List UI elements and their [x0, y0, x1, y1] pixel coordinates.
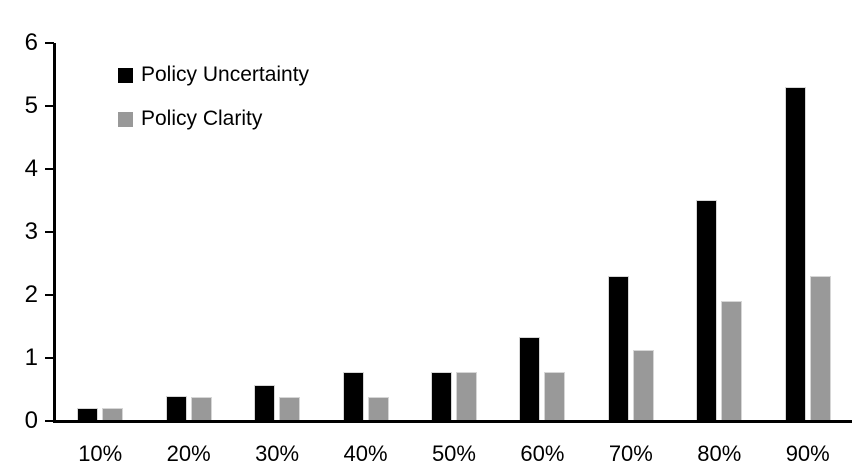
bar-policy-clarity-50%	[455, 372, 477, 421]
bar-policy-clarity-70%	[632, 350, 654, 421]
x-axis-labels: 10% 20% 30% 40% 50% 60% 70% 80% 90%	[56, 441, 852, 467]
y-axis-tick	[45, 42, 54, 44]
bar-policy-uncertainty-40%	[342, 372, 364, 421]
legend: Policy Uncertainty Policy Clarity	[118, 63, 310, 152]
legend-swatch-policy-clarity	[118, 111, 133, 127]
bar-policy-clarity-60%	[544, 372, 566, 421]
y-axis-tick	[45, 168, 54, 170]
x-axis-label-50%: 50%	[431, 441, 476, 466]
bar-policy-uncertainty-70%	[607, 276, 629, 421]
bar-policy-uncertainty-80%	[696, 200, 718, 421]
y-axis-tick	[45, 420, 54, 422]
bar-group-50%	[410, 43, 498, 421]
x-axis-label-20%: 20%	[166, 441, 211, 466]
x-axis-line	[53, 420, 852, 423]
plot-area	[56, 43, 852, 421]
bar-policy-uncertainty-60%	[519, 337, 541, 421]
y-axis-tick-label: 1	[24, 344, 38, 371]
bar-policy-clarity-20%	[190, 397, 212, 421]
bar-policy-uncertainty-10%	[77, 408, 99, 421]
bar-policy-clarity-90%	[809, 276, 831, 421]
y-axis-tick-label: 0	[24, 407, 38, 434]
legend-swatch-policy-uncertainty	[118, 67, 133, 83]
bar-group-80%	[675, 43, 763, 421]
y-axis-tick	[45, 231, 54, 233]
x-axis-label-70%: 70%	[608, 441, 653, 466]
legend-label-policy-clarity: Policy Clarity	[141, 107, 263, 130]
y-axis-tick-label: 5	[24, 92, 38, 119]
legend-item-policy-uncertainty: Policy Uncertainty	[118, 63, 310, 86]
x-axis-label-90%: 90%	[785, 441, 830, 466]
bar-group-40%	[321, 43, 409, 421]
y-axis-tick-label: 2	[24, 281, 38, 308]
legend-item-policy-clarity: Policy Clarity	[118, 107, 309, 130]
y-axis-tick-label: 3	[24, 218, 38, 245]
bar-policy-uncertainty-50%	[430, 372, 452, 421]
y-axis-tick	[45, 357, 54, 359]
bar-policy-clarity-80%	[721, 301, 743, 421]
bar-policy-uncertainty-30%	[254, 385, 276, 421]
x-axis-label-30%: 30%	[255, 441, 300, 466]
bar-policy-uncertainty-90%	[784, 87, 806, 421]
bar-group-10%	[56, 43, 144, 421]
y-axis-tick	[45, 105, 54, 107]
bar-policy-clarity-10%	[102, 408, 124, 421]
bar-policy-clarity-30%	[279, 397, 301, 421]
x-axis-label-40%: 40%	[343, 441, 388, 466]
bar-policy-clarity-40%	[367, 397, 389, 421]
x-axis-label-60%: 60%	[520, 441, 565, 466]
y-axis-tick-label: 4	[24, 155, 38, 182]
y-axis-tick	[45, 294, 54, 296]
bar-group-20%	[144, 43, 232, 421]
bar-group-60%	[498, 43, 586, 421]
bar-group-30%	[233, 43, 321, 421]
bar-group-90%	[764, 43, 852, 421]
y-axis-line	[53, 43, 56, 423]
bar-group-70%	[587, 43, 675, 421]
y-axis-tick-label: 6	[24, 29, 38, 56]
bar-policy-uncertainty-20%	[165, 396, 187, 421]
legend-label-policy-uncertainty: Policy Uncertainty	[141, 63, 310, 86]
x-axis-label-10%: 10%	[78, 441, 123, 466]
x-axis-label-80%: 80%	[697, 441, 742, 466]
